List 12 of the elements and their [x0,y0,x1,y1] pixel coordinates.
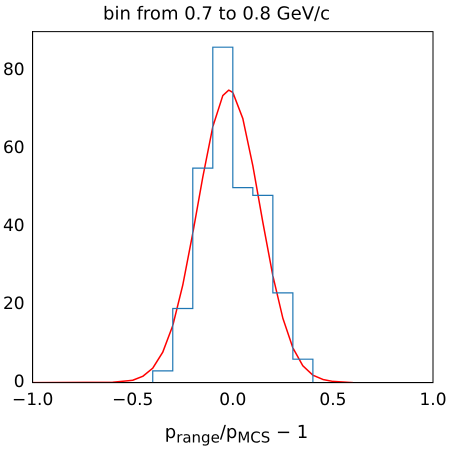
x-tick-label: −0.5 [112,390,154,410]
chart-title: bin from 0.7 to 0.8 GeV/c [103,3,330,24]
x-tick-label: 1.0 [419,390,447,410]
x-tick-label: 0.5 [319,390,346,410]
y-tick-label: 60 [2,138,25,158]
x-axis-title: p$_{range}$/p$_{MCS}$ − 1 [164,422,310,447]
x-tick-label: 0.0 [219,390,246,410]
y-tick-label: 20 [2,294,25,314]
y-tick-label: 80 [2,60,25,80]
y-tick-label: 0 [14,372,25,392]
x-tick-label: −1.0 [12,390,54,410]
y-tick-label: 40 [2,216,25,236]
